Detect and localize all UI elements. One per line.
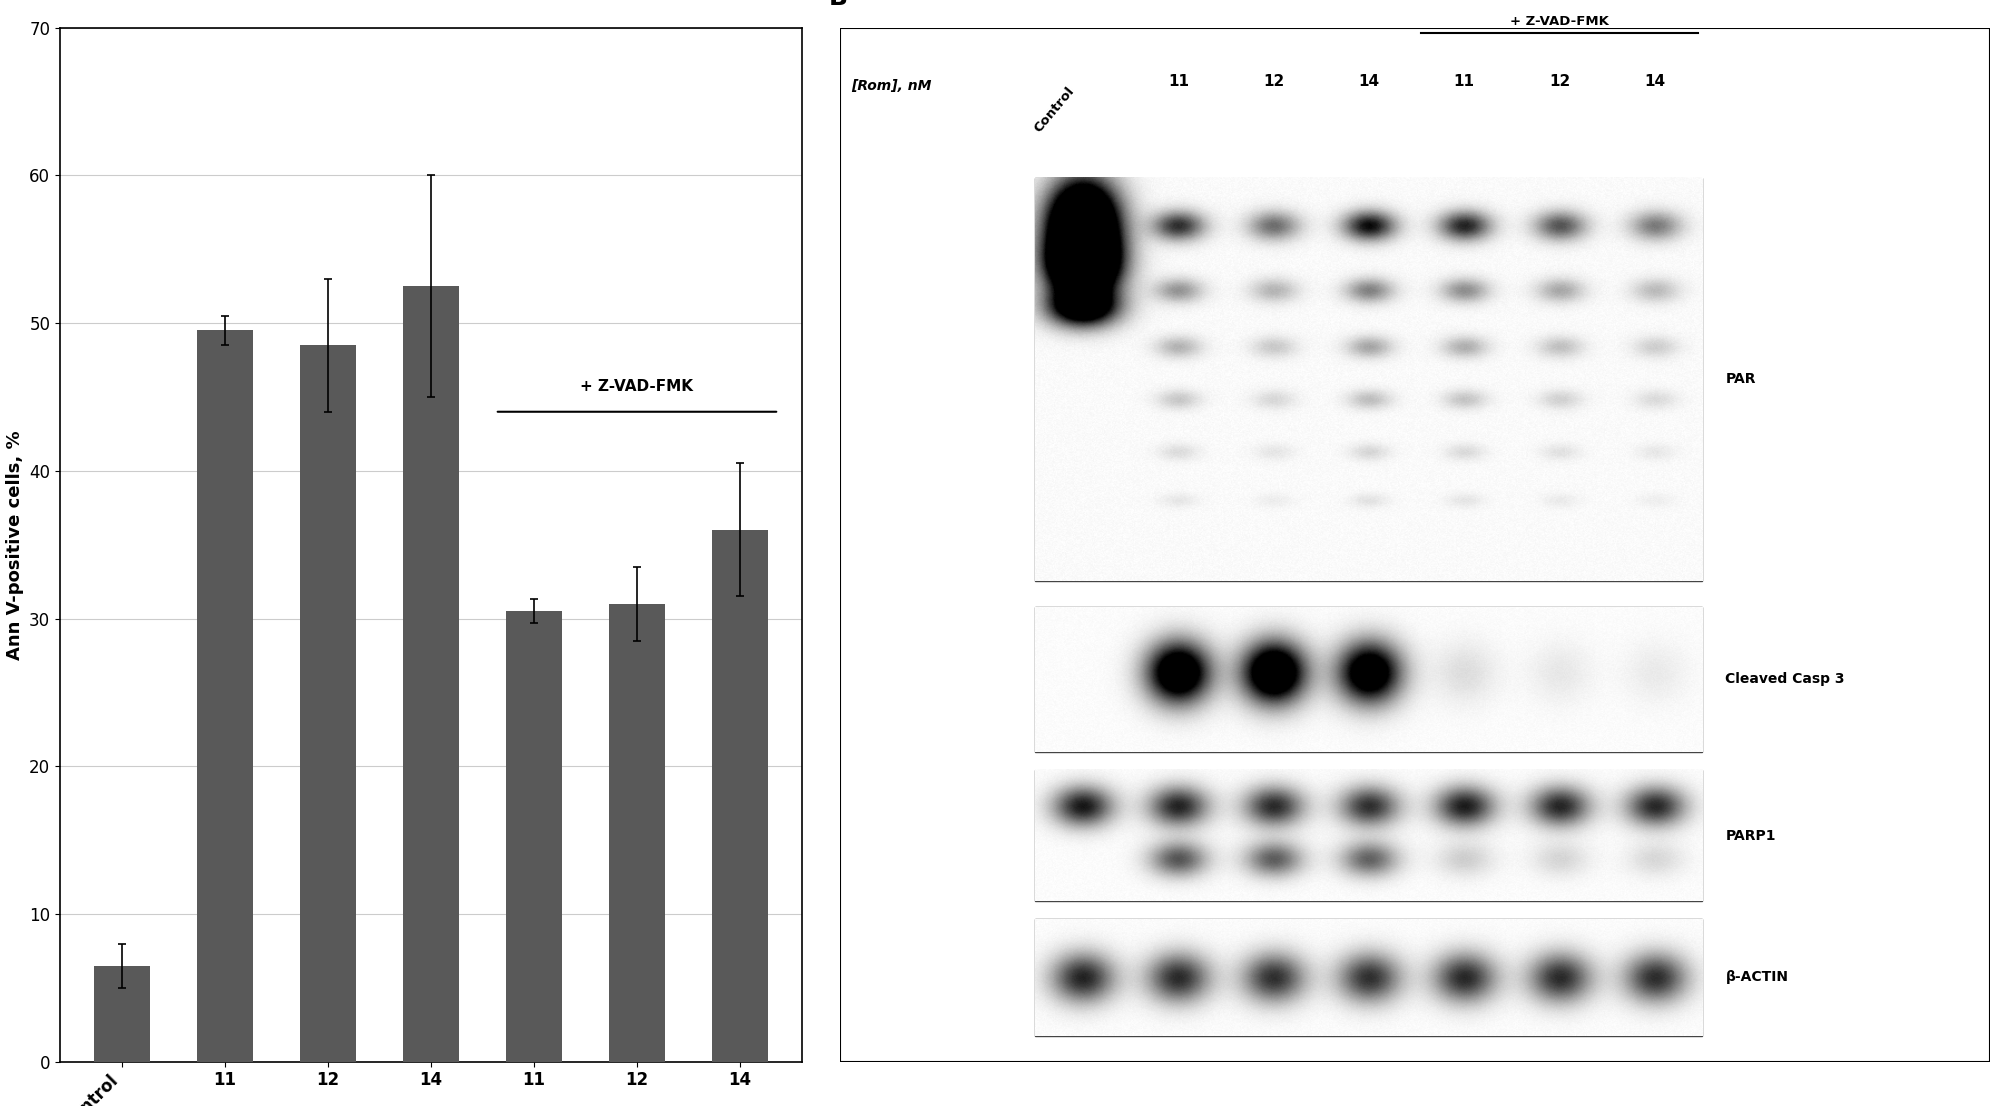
Bar [94,966,150,1062]
Text: [Rom], nM: [Rom], nM [852,80,932,93]
Text: 14: 14 [1358,74,1380,90]
Text: 12: 12 [1548,74,1570,90]
Text: 12: 12 [1264,74,1284,90]
Bar [300,345,356,1062]
Bar [1036,607,1702,752]
Bar [1036,770,1702,901]
Text: Control: Control [1032,84,1078,135]
Text: 11: 11 [1454,74,1474,90]
Bar [1036,919,1702,1036]
Text: Cleaved Casp 3: Cleaved Casp 3 [1726,672,1844,686]
Bar [196,331,254,1062]
Text: 14: 14 [1644,74,1666,90]
Text: 11: 11 [1168,74,1188,90]
Y-axis label: Ann V-positive cells, %: Ann V-positive cells, % [6,430,24,659]
Bar [402,286,460,1062]
Bar [712,530,768,1062]
Text: PAR: PAR [1726,373,1756,386]
Text: β-ACTIN: β-ACTIN [1726,970,1788,984]
Text: + Z-VAD-FMK: + Z-VAD-FMK [580,379,694,394]
Text: PARP1: PARP1 [1726,828,1776,843]
Bar [506,612,562,1062]
Bar [1036,178,1702,581]
Text: B: B [828,0,848,10]
Text: + Z-VAD-FMK: + Z-VAD-FMK [1510,14,1608,28]
Bar [608,604,666,1062]
